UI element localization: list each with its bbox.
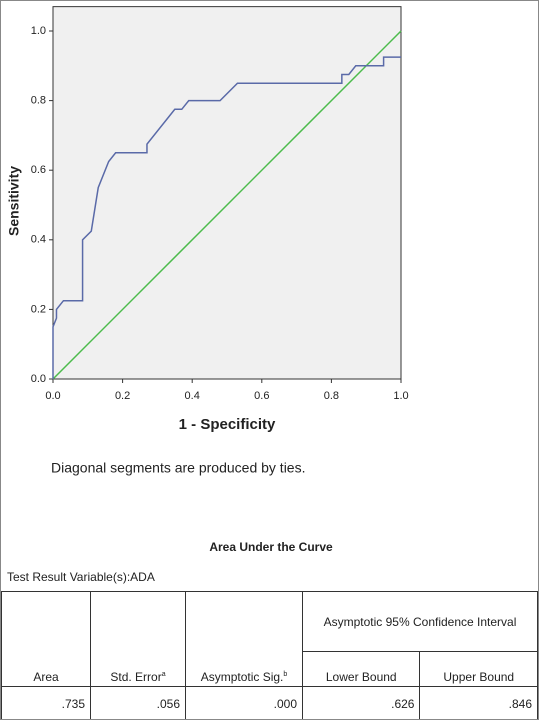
- y-tick-label: 0.4: [31, 234, 46, 246]
- y-tick-label: 0.8: [31, 95, 46, 107]
- roc-curve: [52, 56, 401, 379]
- x-tick-label: 0.8: [324, 390, 339, 402]
- header-cell: Area: [1, 591, 91, 687]
- plot-area: [52, 6, 402, 380]
- header-cell: Lower Bound: [301, 651, 421, 687]
- y-tick-label: 0.2: [31, 303, 46, 315]
- header-cell: Asymptotic Sig.b: [185, 591, 303, 687]
- note: Diagonal segments are produced by ties.: [51, 460, 305, 476]
- header-cell: Std. Errora: [90, 591, 186, 687]
- value-cell: .626: [301, 686, 421, 719]
- y-axis-label: Sensitivity: [6, 166, 22, 236]
- table-subtitle: Test Result Variable(s):ADA: [7, 570, 155, 584]
- header-cell: Upper Bound: [419, 651, 538, 687]
- value-cell: .846: [419, 686, 538, 719]
- auc-table: Area Std. Errora Asymptotic Sig.b Asympt…: [1, 591, 538, 719]
- x-tick-label: 0.4: [185, 390, 200, 402]
- chart: Sensitivity 1 - Specificity Diagonal seg…: [6, 6, 409, 584]
- table-title: Area Under the Curve: [209, 540, 333, 554]
- value-cell: .735: [1, 686, 91, 719]
- y-tick-label: 0.0: [31, 373, 46, 385]
- y-tick-label: 1.0: [31, 25, 46, 37]
- reference-line: [52, 30, 402, 380]
- x-tick-label: 0.2: [115, 390, 130, 402]
- x-axis-label: 1 - Specificity: [179, 416, 276, 433]
- group-header: Asymptotic 95% Confidence Interval: [302, 591, 538, 652]
- value-cell: .056: [90, 686, 186, 719]
- value-cell: .000: [185, 686, 303, 719]
- x-tick-label: 0.6: [254, 390, 269, 402]
- x-tick-label: 0.0: [45, 390, 60, 402]
- x-tick-label: 1.0: [393, 390, 408, 402]
- y-tick-label: 0.6: [31, 164, 46, 176]
